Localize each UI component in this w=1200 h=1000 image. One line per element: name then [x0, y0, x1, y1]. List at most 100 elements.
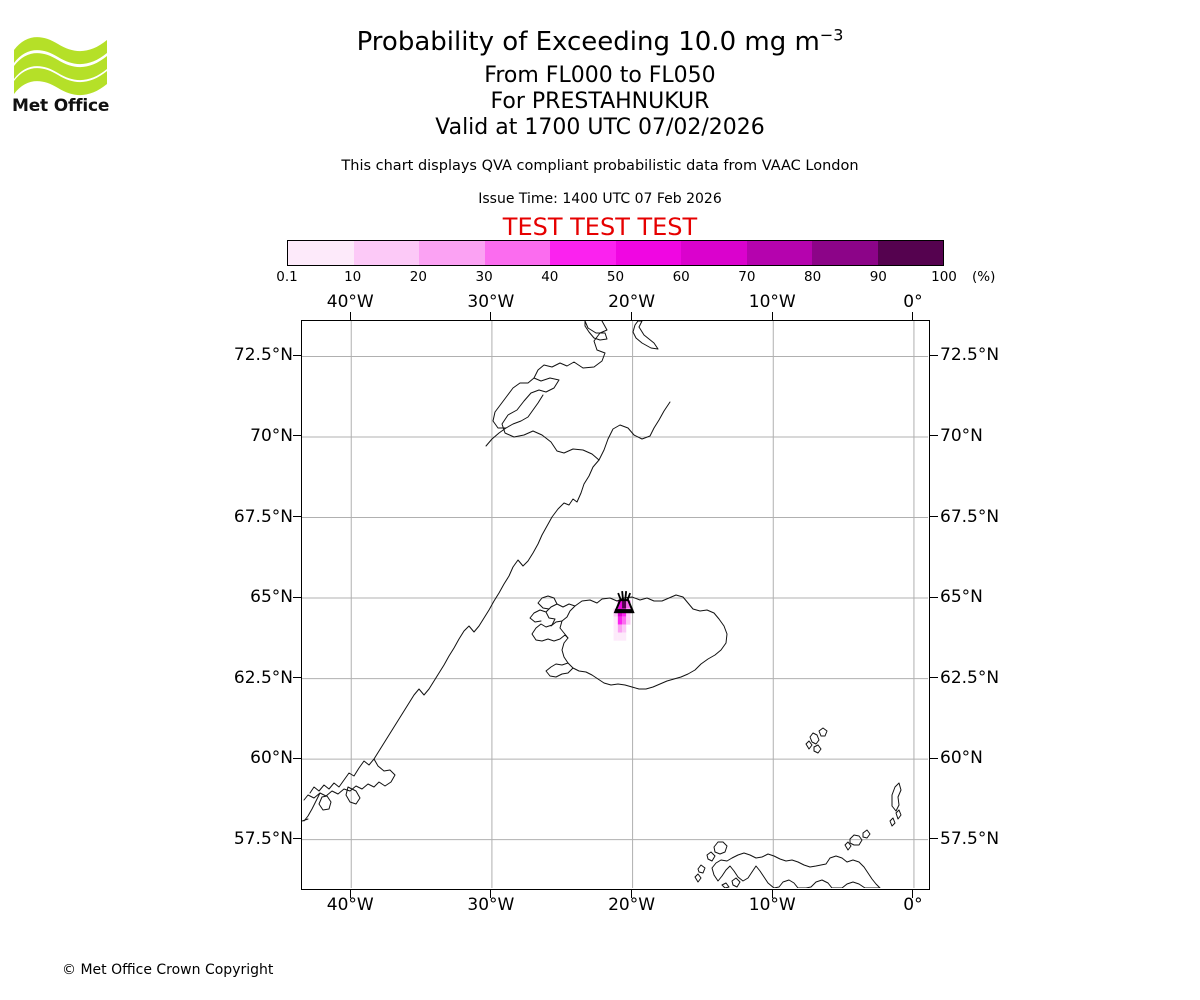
lat-tick-left-4: [293, 677, 301, 679]
coastlines: [302, 321, 902, 888]
colorbar-tick-70: 70: [738, 269, 756, 285]
met-office-logo: Met Office: [12, 20, 112, 115]
colorbar-segment-6: [681, 241, 747, 265]
ash-cell: [622, 632, 627, 641]
volcano-name-line: For PRESTAHNUKUR: [490, 89, 710, 114]
colorbar-segment-5: [615, 241, 681, 265]
lat-tick-right-1: [930, 435, 938, 437]
map-plot-area[interactable]: [301, 320, 930, 890]
lat-tick-left-3: [293, 596, 301, 598]
lat-tick-left-6: [293, 838, 301, 840]
valid-time-line: Valid at 1700 UTC 07/02/2026: [435, 115, 765, 140]
colorbar-tick-100: 100: [931, 269, 957, 285]
ash-cell: [613, 624, 618, 633]
volcano-plume-line-2: [624, 591, 628, 601]
lon-label-top-1: 30°W: [467, 292, 515, 312]
ash-cell: [622, 624, 627, 633]
lat-label-left-1: 70°N: [250, 425, 293, 446]
lat-tick-right-0: [930, 354, 938, 356]
colorbar-segment-3: [484, 241, 550, 265]
lat-tick-left-0: [293, 354, 301, 356]
lon-label-top-2: 20°W: [608, 292, 656, 312]
lat-label-left-3: 65°N: [250, 587, 293, 608]
volcano-marker: [613, 591, 635, 614]
title-exponent: −3: [819, 25, 844, 45]
lat-label-right-6: 57.5°N: [940, 828, 1000, 849]
lat-label-right-0: 72.5°N: [940, 345, 1000, 366]
lat-tick-right-2: [930, 516, 938, 518]
colorbar-segment-0: [288, 241, 354, 265]
colorbar-tick-90: 90: [869, 269, 887, 285]
volcano-base: [615, 609, 634, 614]
lat-label-right-4: 62.5°N: [940, 667, 1000, 688]
met-office-wordmark: Met Office: [12, 96, 109, 115]
colorbar-tick-30: 30: [475, 269, 493, 285]
lat-label-right-3: 65°N: [940, 587, 983, 608]
lat-label-right-2: 67.5°N: [940, 506, 1000, 527]
flight-level-range: From FL000 to FL050: [484, 63, 716, 88]
lon-label-bottom-0: 40°W: [326, 895, 374, 915]
lat-tick-right-6: [930, 838, 938, 840]
colorbar-segment-2: [419, 241, 485, 265]
colorbar-units-label: (%): [972, 269, 996, 285]
map-gridlines: [302, 321, 928, 888]
colorbar-tick-0.1: 0.1: [276, 269, 298, 285]
lat-label-left-4: 62.5°N: [233, 667, 293, 688]
ash-cell: [622, 600, 627, 609]
ash-cell: [626, 616, 631, 625]
colorbar-tick-50: 50: [606, 269, 625, 285]
lat-tick-left-5: [293, 757, 301, 759]
lat-tick-right-5: [930, 757, 938, 759]
lon-tick-bottom-4: [912, 890, 914, 898]
met-office-wave-mark: [14, 37, 107, 96]
lon-label-top-0: 40°W: [326, 292, 374, 312]
volcano-plume-line-1: [621, 591, 624, 601]
lat-label-left-2: 67.5°N: [233, 506, 293, 527]
lon-tick-top-0: [349, 312, 351, 320]
lon-tick-top-2: [631, 312, 633, 320]
colorbar-segment-7: [746, 241, 812, 265]
lon-tick-bottom-0: [349, 890, 351, 898]
colorbar-segment-4: [550, 241, 616, 265]
colorbar-tick-labels: 0.1 10 20 30 40 50 60 70 80 90 100: [276, 269, 957, 287]
lon-tick-top-3: [771, 312, 773, 320]
lat-label-left-5: 60°N: [250, 748, 293, 769]
ash-cell: [613, 616, 618, 625]
lat-tick-left-1: [293, 435, 301, 437]
lon-tick-bottom-2: [631, 890, 633, 898]
lon-tick-bottom-1: [490, 890, 492, 898]
colorbar-segment-9: [877, 241, 943, 265]
colorbar-tick-60: 60: [672, 269, 690, 285]
lon-label-bottom-2: 20°W: [608, 895, 656, 915]
lon-label-top-3: 10°W: [748, 292, 796, 312]
lat-label-right-5: 60°N: [940, 748, 983, 769]
ash-cell: [626, 600, 631, 609]
lat-tick-left-2: [293, 516, 301, 518]
page-title: Probability of Exceeding 10.0 mg m−3: [0, 26, 1200, 58]
lat-label-right-1: 70°N: [940, 425, 983, 446]
lon-tick-top-1: [490, 312, 492, 320]
test-banner: TEST TEST TEST: [502, 213, 698, 241]
volcano-plume-line-3: [626, 592, 631, 601]
lat-tick-right-3: [930, 596, 938, 598]
issue-time: Issue Time: 1400 UTC 07 Feb 2026: [478, 191, 722, 207]
colorbar-gradient: [287, 240, 944, 266]
ash-cell: [617, 616, 623, 625]
colorbar-segment-8: [812, 241, 878, 265]
ash-cell: [613, 632, 618, 641]
colorbar-tick-80: 80: [804, 269, 822, 285]
ash-cell: [622, 616, 627, 625]
colorbar-tick-20: 20: [409, 269, 427, 285]
probability-colorbar: [287, 240, 944, 266]
colorbar-tick-10: 10: [344, 269, 362, 285]
ash-probability-field: [613, 600, 631, 641]
lat-label-left-0: 72.5°N: [233, 345, 293, 366]
title-text: Probability of Exceeding 10.0 mg m: [356, 27, 820, 57]
lat-label-left-6: 57.5°N: [233, 828, 293, 849]
lon-label-top-4: 0°: [903, 292, 923, 312]
lon-label-bottom-4: 0°: [903, 895, 923, 915]
ash-cell: [617, 600, 623, 609]
qva-disclaimer: This chart displays QVA compliant probab…: [341, 158, 859, 174]
colorbar-segment-1: [353, 241, 419, 265]
ash-cell: [617, 632, 623, 641]
